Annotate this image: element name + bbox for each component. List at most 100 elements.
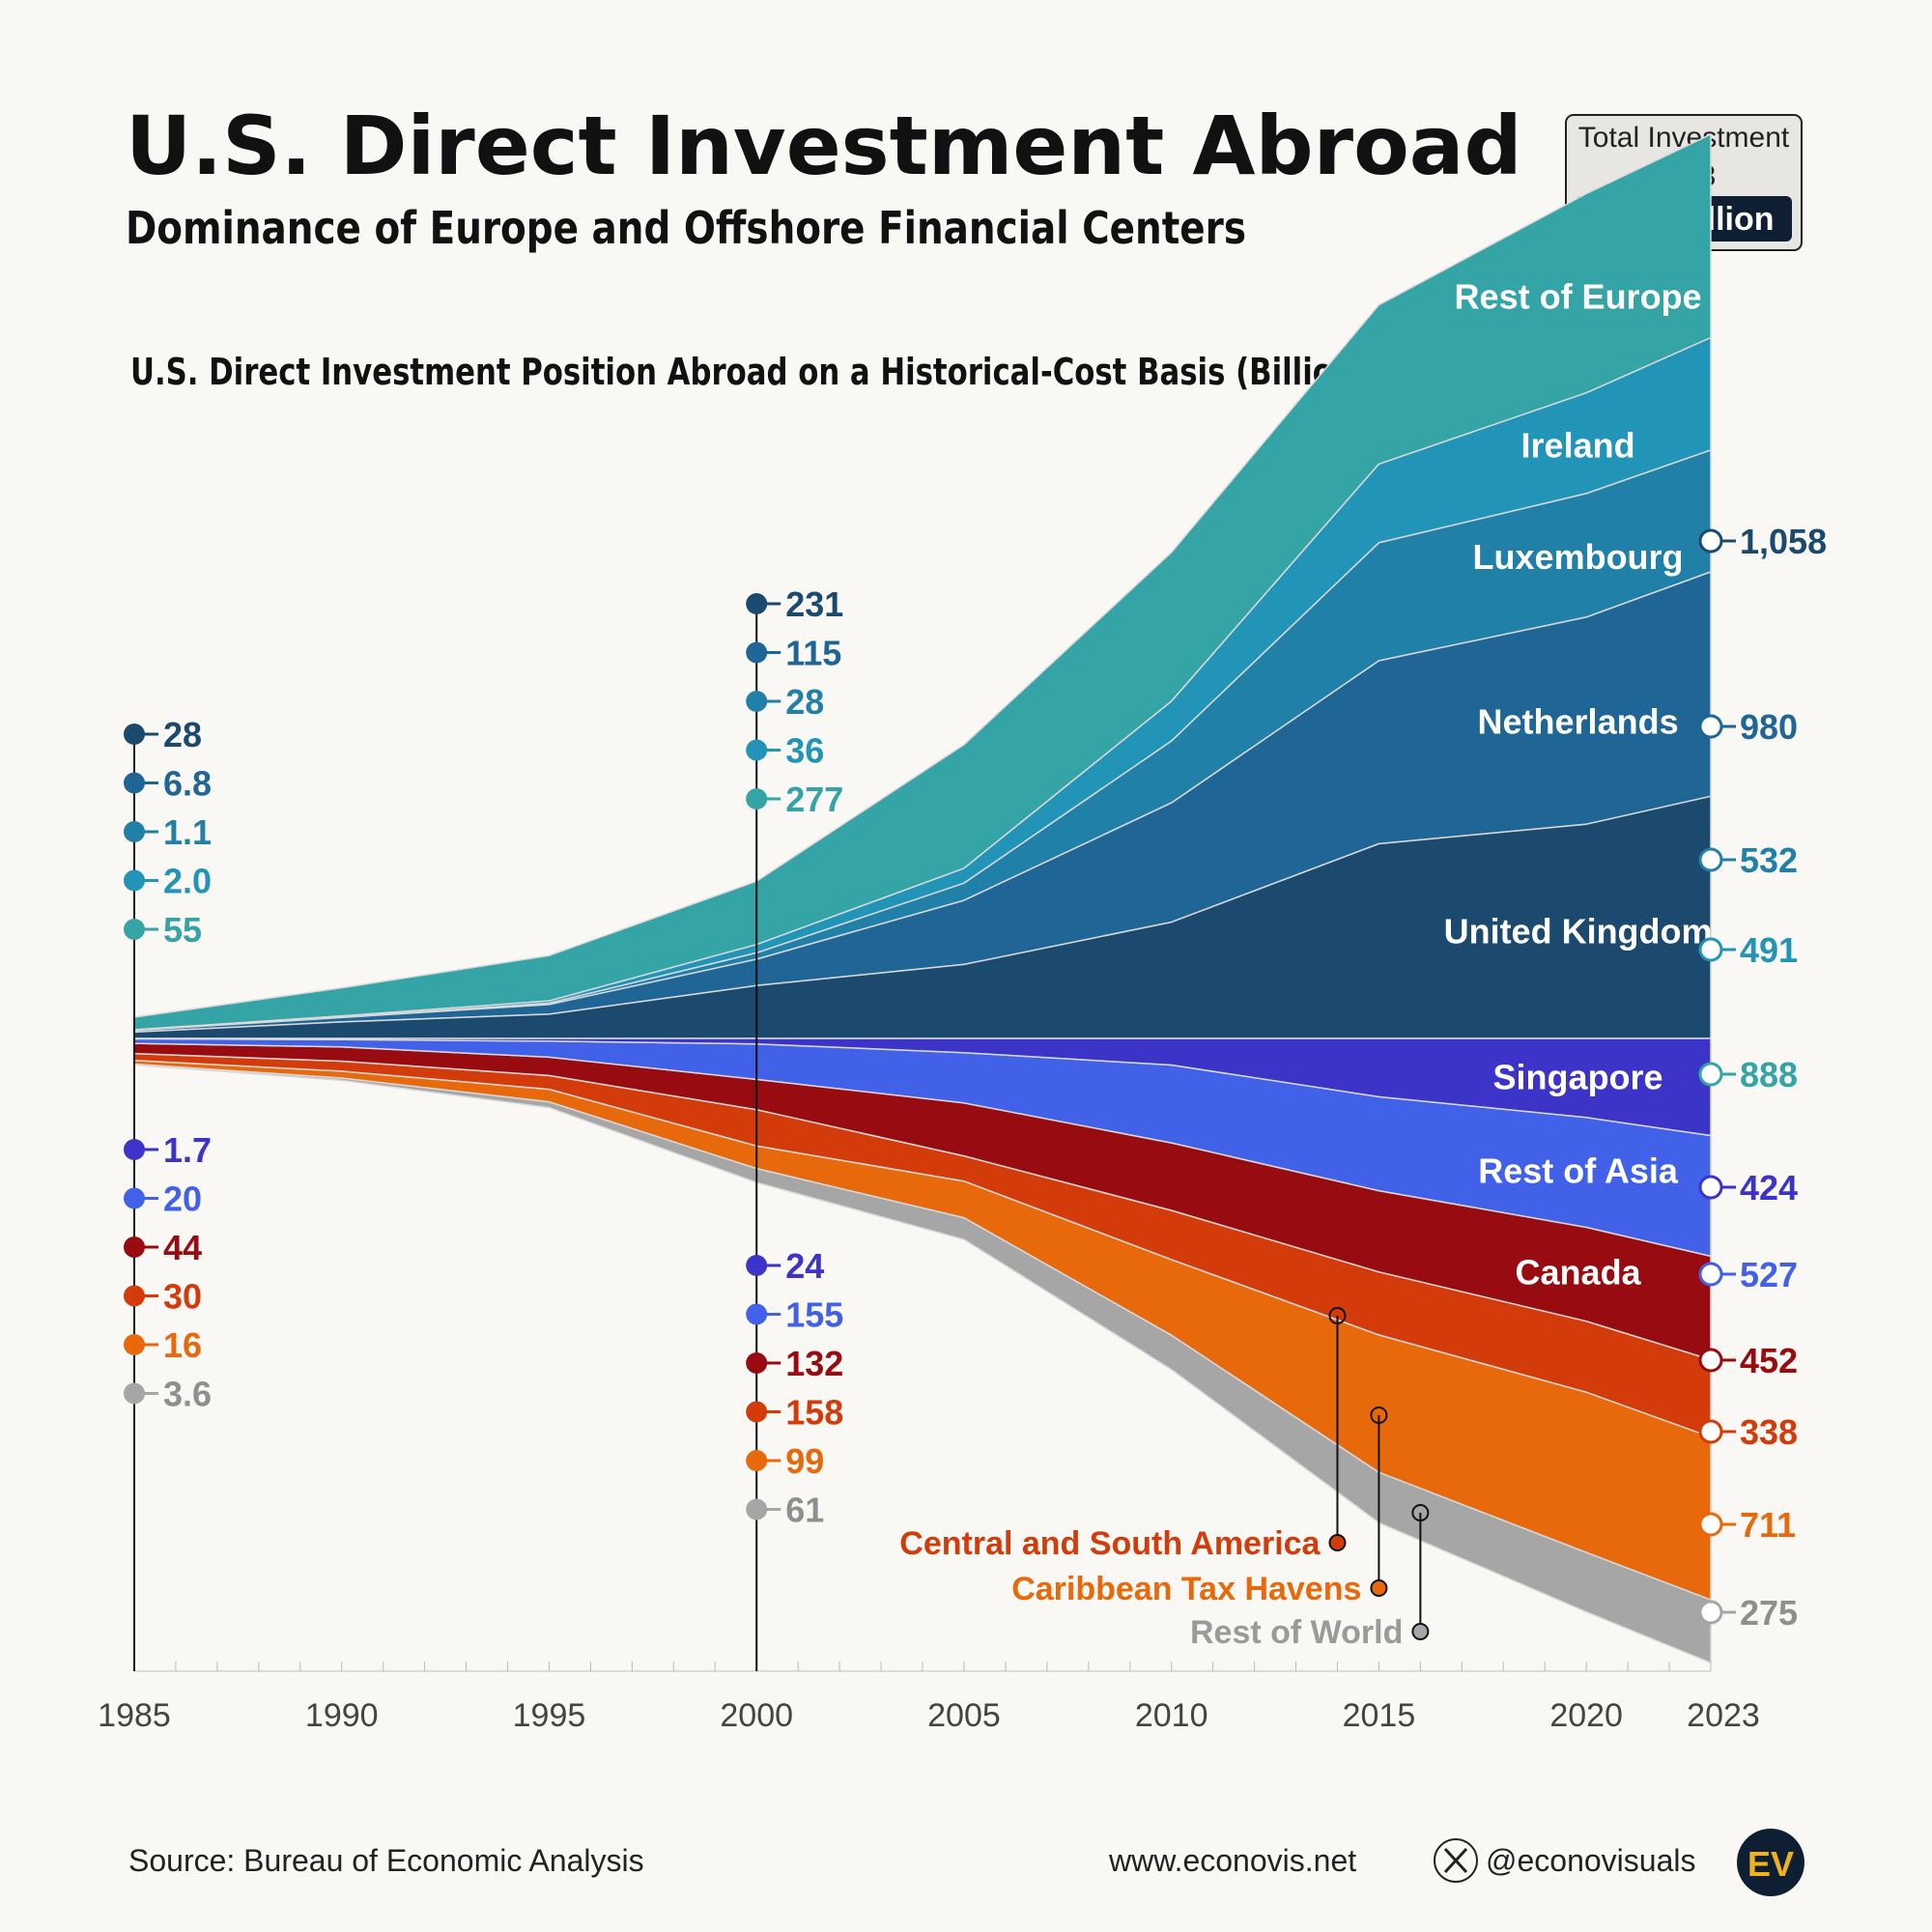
callout-value-caribbean-tax-havens-2023: 711 xyxy=(1740,1505,1796,1545)
callout-value-ireland-2000: 36 xyxy=(785,731,824,771)
area-label-luxembourg: Luxembourg xyxy=(1473,537,1684,577)
series-label-caribbean-tax-havens: Caribbean Tax Havens xyxy=(1011,1571,1361,1607)
x-logo-icon xyxy=(1434,1838,1478,1883)
callout-value-caribbean-tax-havens-1985: 16 xyxy=(163,1325,202,1365)
callout-dot-rest-of-world-2000 xyxy=(746,1498,768,1520)
callout-dot-united-kingdom-2000 xyxy=(746,593,768,614)
area-labels: United Kingdom Netherlands Luxembourg Irela… xyxy=(1444,276,1713,1292)
x-tick-label-2010: 2010 xyxy=(1135,1697,1208,1734)
callout-dot-caribbean-tax-havens-1985 xyxy=(124,1334,145,1355)
x-tick-label-2015: 2015 xyxy=(1343,1697,1416,1734)
callout-dot-ireland-2000 xyxy=(746,739,768,761)
series-label-rest-of-world: Rest of World xyxy=(1190,1614,1403,1651)
callout-value-central-and-south-america-2023: 338 xyxy=(1740,1412,1798,1452)
callout-dot-ireland-1985 xyxy=(124,869,145,892)
callout-value-united-kingdom-1985: 28 xyxy=(163,715,202,754)
x-axis: 1985 1990 1995 2000 2005 2010 2015 2020 2023 xyxy=(98,1662,1760,1734)
callout-dot-rest-of-asia-1985 xyxy=(124,1187,145,1209)
callout-dot-united-kingdom-1985 xyxy=(124,724,145,745)
callout-dot-central-and-south-america-1985 xyxy=(124,1285,145,1307)
callout-dot-rest-of-europe-2000 xyxy=(746,788,768,810)
area-label-united-kingdom: United Kingdom xyxy=(1444,911,1713,951)
leader-anchor-central-and-south-america xyxy=(1328,1307,1347,1324)
callout-dot-netherlands-1985 xyxy=(124,772,145,794)
brand-logo: EV xyxy=(1737,1829,1804,1896)
leader-dot-rest-of-world xyxy=(1411,1623,1430,1640)
leader-dot-caribbean-tax-havens xyxy=(1370,1579,1388,1597)
callout-dot-luxembourg-2023 xyxy=(1698,847,1723,872)
callout-dot-luxembourg-1985 xyxy=(124,821,145,842)
area-label-canada: Canada xyxy=(1516,1252,1642,1292)
social-handle[interactable]: @econovisuals xyxy=(1486,1843,1695,1878)
callout-value-rest-of-world-1985: 3.6 xyxy=(163,1375,212,1414)
x-tick-label-2000: 2000 xyxy=(720,1697,793,1734)
callout-value-singapore-2000: 24 xyxy=(785,1246,824,1286)
callout-value-canada-1985: 44 xyxy=(163,1228,202,1267)
x-tick-label-2023: 2023 xyxy=(1687,1697,1760,1734)
leader-anchor-rest-of-world xyxy=(1411,1504,1430,1521)
x-tick-label-2020: 2020 xyxy=(1549,1697,1623,1734)
callout-value-canada-2000: 132 xyxy=(785,1344,843,1383)
callout-dot-singapore-1985 xyxy=(124,1139,145,1160)
area-label-rest-of-europe: Rest of Europe xyxy=(1455,276,1702,316)
callout-value-rest-of-asia-2000: 155 xyxy=(785,1295,843,1335)
callout-dot-netherlands-2000 xyxy=(746,641,768,664)
callout-dot-rest-of-world-1985 xyxy=(124,1382,145,1405)
callout-dot-central-and-south-america-2023 xyxy=(1698,1419,1723,1444)
callout-dot-canada-2000 xyxy=(746,1352,768,1374)
callout-value-rest-of-asia-1985: 20 xyxy=(163,1179,202,1219)
callout-value-united-kingdom-2023: 1,058 xyxy=(1740,522,1827,561)
area-label-netherlands: Netherlands xyxy=(1478,701,1679,741)
website-link[interactable]: www.econovis.net xyxy=(1108,1843,1356,1878)
callout-dot-caribbean-tax-havens-2000 xyxy=(746,1450,768,1471)
callout-dot-rest-of-europe-2023 xyxy=(1698,1062,1723,1087)
callout-value-canada-2023: 452 xyxy=(1740,1341,1798,1380)
callout-value-luxembourg-2023: 532 xyxy=(1740,840,1798,880)
source-text: Source: Bureau of Economic Analysis xyxy=(128,1843,644,1878)
callout-value-rest-of-europe-1985: 55 xyxy=(163,910,202,950)
callout-dot-rest-of-asia-2023 xyxy=(1698,1262,1723,1287)
callout-value-ireland-1985: 2.0 xyxy=(163,862,212,901)
callout-value-netherlands-2000: 115 xyxy=(785,634,841,673)
area-label-singapore: Singapore xyxy=(1493,1057,1663,1096)
callout-value-rest-of-asia-2023: 527 xyxy=(1740,1255,1798,1294)
callout-value-united-kingdom-2000: 231 xyxy=(785,584,843,624)
callout-dot-luxembourg-2000 xyxy=(746,691,768,712)
callout-value-central-and-south-america-2000: 158 xyxy=(785,1393,843,1433)
callout-dot-rest-of-world-2023 xyxy=(1698,1600,1723,1625)
series-label-central-and-south-america: Central and South America xyxy=(899,1525,1321,1562)
callout-value-rest-of-world-2023: 275 xyxy=(1740,1593,1798,1633)
x-tick-label-1990: 1990 xyxy=(305,1697,379,1734)
x-tick-label-2005: 2005 xyxy=(927,1697,1001,1734)
page-title: U.S. Direct Investment Abroad xyxy=(126,99,1522,193)
callout-dot-canada-2023 xyxy=(1698,1348,1723,1373)
callout-dot-singapore-2023 xyxy=(1698,1175,1723,1200)
callout-dot-central-and-south-america-2000 xyxy=(746,1401,768,1423)
callout-dot-united-kingdom-2023 xyxy=(1698,528,1723,554)
callout-value-luxembourg-2000: 28 xyxy=(785,682,824,722)
x-tick-label-1995: 1995 xyxy=(513,1697,586,1734)
page-subtitle: Dominance of Europe and Offshore Financi… xyxy=(126,202,1246,254)
callout-dot-singapore-2000 xyxy=(746,1255,768,1276)
callout-dot-caribbean-tax-havens-2023 xyxy=(1698,1512,1723,1537)
callout-value-rest-of-world-2000: 61 xyxy=(785,1491,824,1530)
x-tick-label-1985: 1985 xyxy=(98,1697,171,1734)
callout-dot-canada-1985 xyxy=(124,1236,145,1258)
callout-value-singapore-1985: 1.7 xyxy=(163,1130,212,1170)
callout-value-ireland-2023: 491 xyxy=(1740,930,1798,970)
area-label-ireland: Ireland xyxy=(1521,425,1635,465)
callout-value-central-and-south-america-1985: 30 xyxy=(163,1277,202,1317)
callout-dot-rest-of-europe-1985 xyxy=(124,919,145,940)
leader-dot-central-and-south-america xyxy=(1328,1534,1347,1551)
callout-value-singapore-2023: 424 xyxy=(1740,1168,1798,1208)
callout-dot-ireland-2023 xyxy=(1698,937,1723,962)
leader-anchor-caribbean-tax-havens xyxy=(1370,1406,1388,1424)
chart-title: U.S. Direct Investment Position Abroad o… xyxy=(130,351,1444,393)
callout-value-netherlands-2023: 980 xyxy=(1740,707,1798,747)
callout-value-rest-of-europe-2023: 888 xyxy=(1740,1055,1798,1094)
brand-logo-text: EV xyxy=(1747,1844,1794,1884)
callout-value-caribbean-tax-havens-2000: 99 xyxy=(785,1441,824,1481)
callout-dot-rest-of-asia-2000 xyxy=(746,1303,768,1325)
area-label-rest-of-asia: Rest of Asia xyxy=(1478,1151,1679,1190)
